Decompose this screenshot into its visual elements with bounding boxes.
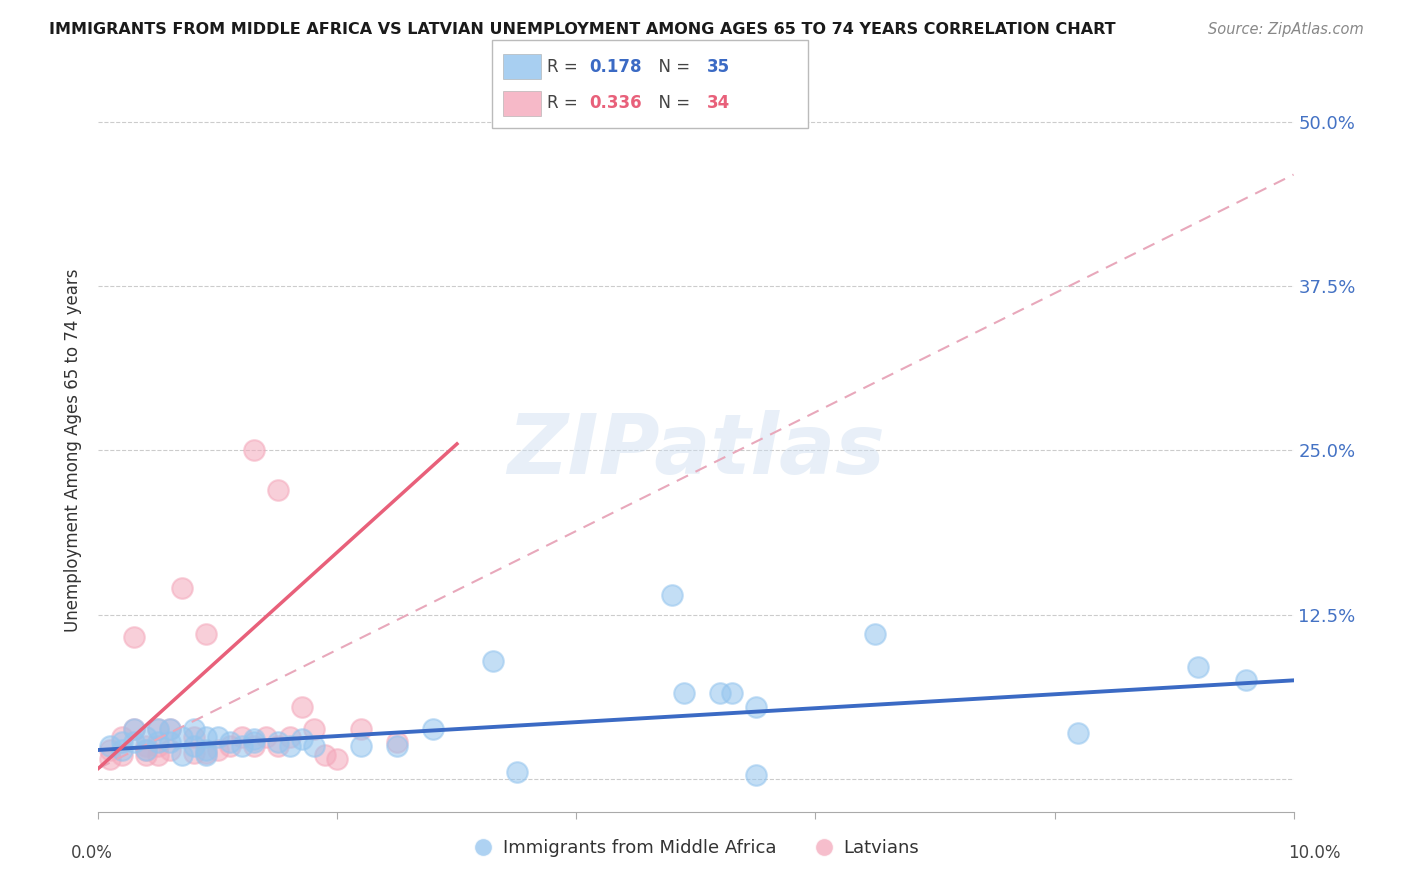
Point [385,735,409,749]
Point [1187,660,1209,674]
Point [148,748,170,763]
Text: 35: 35 [707,58,730,76]
Point [159,735,181,749]
Point [673,686,696,700]
Point [219,735,242,749]
Point [278,730,301,744]
Text: 0.178: 0.178 [589,58,641,76]
Point [709,686,731,700]
Point [195,748,218,763]
Text: 0.0%: 0.0% [70,844,112,862]
Point [350,739,373,753]
Point [243,739,266,753]
Point [183,739,205,753]
Point [124,722,146,736]
Point [98,752,122,766]
Point [302,722,325,736]
Point [291,699,314,714]
Point [135,743,157,757]
Point [111,743,134,757]
Text: ZIPatlas: ZIPatlas [508,410,884,491]
Point [148,722,170,736]
Point [135,739,157,753]
Point [302,739,325,753]
Point [159,722,181,736]
Point [267,483,290,497]
Point [267,739,290,753]
Point [506,765,529,780]
Point [291,732,314,747]
Text: Source: ZipAtlas.com: Source: ZipAtlas.com [1208,22,1364,37]
Point [231,739,253,753]
Y-axis label: Unemployment Among Ages 65 to 74 years: Unemployment Among Ages 65 to 74 years [65,268,83,632]
Text: N =: N = [648,58,696,76]
Point [207,743,229,757]
Point [243,735,266,749]
Point [172,730,194,744]
Point [135,743,157,757]
Point [315,748,337,763]
Point [745,768,768,782]
Point [254,730,277,744]
Text: 34: 34 [707,95,731,112]
Point [183,722,205,736]
Text: R =: R = [547,95,583,112]
Point [183,746,205,760]
Point [1067,726,1090,740]
Point [865,627,887,641]
Point [195,730,218,744]
Point [267,735,290,749]
Point [243,443,266,458]
Point [111,735,134,749]
Point [183,730,205,744]
Point [326,752,349,766]
Point [1234,673,1257,688]
Text: 10.0%: 10.0% [1288,844,1341,862]
Point [172,582,194,596]
Point [721,686,744,700]
Text: R =: R = [547,58,583,76]
Point [148,739,170,753]
Point [159,722,181,736]
Point [124,630,146,644]
Point [745,699,768,714]
Point [98,739,122,753]
Point [172,748,194,763]
Point [482,654,505,668]
Point [124,722,146,736]
Text: N =: N = [648,95,696,112]
Point [207,730,229,744]
Text: IMMIGRANTS FROM MIDDLE AFRICA VS LATVIAN UNEMPLOYMENT AMONG AGES 65 TO 74 YEARS : IMMIGRANTS FROM MIDDLE AFRICA VS LATVIAN… [49,22,1116,37]
Point [111,730,134,744]
Point [195,743,218,757]
Point [243,732,266,747]
Point [195,746,218,760]
Point [278,739,301,753]
Point [231,730,253,744]
Point [148,722,170,736]
Point [124,735,146,749]
Point [148,735,170,749]
Point [422,722,444,736]
Point [385,739,409,753]
Point [350,722,373,736]
Point [159,743,181,757]
Point [111,748,134,763]
Point [661,588,683,602]
Point [135,748,157,763]
Point [98,743,122,757]
Point [219,739,242,753]
Point [195,627,218,641]
Point [135,730,157,744]
Legend: Immigrants from Middle Africa, Latvians: Immigrants from Middle Africa, Latvians [465,831,927,864]
Text: 0.336: 0.336 [589,95,641,112]
